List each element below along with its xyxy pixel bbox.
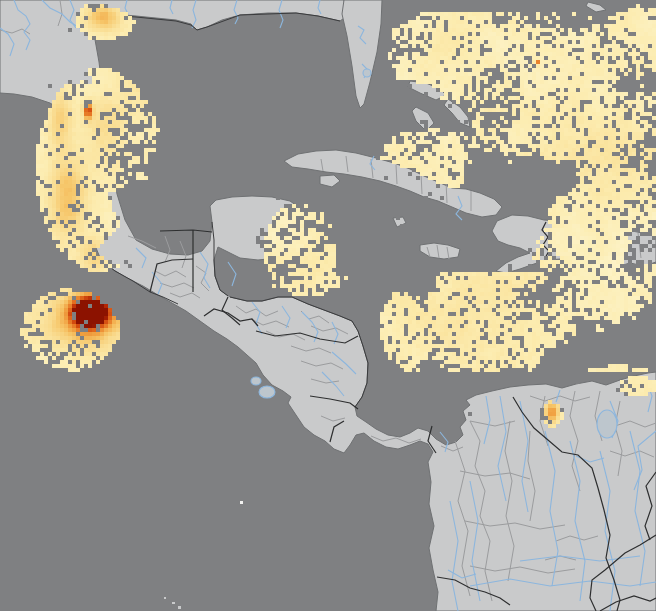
satellite-data-map — [0, 0, 656, 611]
map-canvas — [0, 0, 656, 611]
